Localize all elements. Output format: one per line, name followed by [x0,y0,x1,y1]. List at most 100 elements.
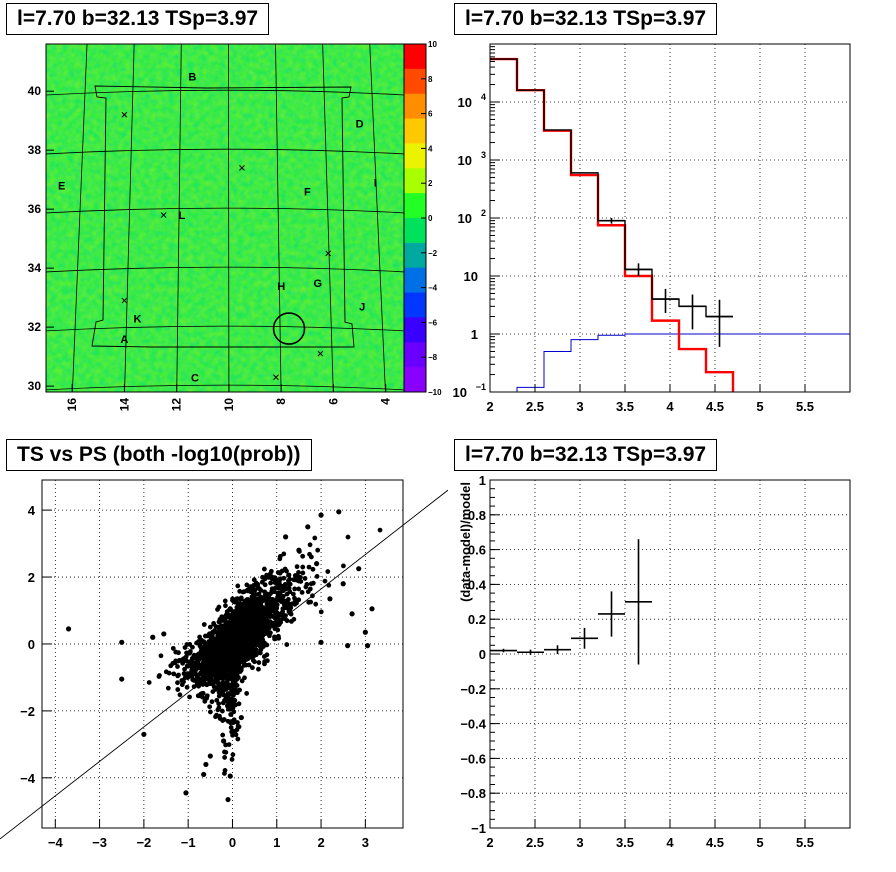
map-noise-yellow [46,44,404,392]
spectrum-pad: 2 2.5 3 3.5 4 4.5 5 5.5 10 −1 1 10 10 2 10 3 10 4 l=7.70 … [448,0,896,436]
x-tick-label: 5.5 [796,399,814,414]
spectrum-title: l=7.70 b=32.13 TSp=3.97 [454,3,718,35]
parallel-line [46,207,404,214]
scatter-title: TS vs PS (both -log10(prob)) [6,439,312,471]
y-tick-exponent: −1 [476,382,486,392]
x-tick-label: 10 [222,398,236,412]
colorbar-segment [404,143,426,169]
scatter-point [150,634,156,640]
source-marker [317,350,324,357]
meridian-line [322,44,334,392]
data-error-bar [652,288,679,314]
parallel-line [46,325,404,332]
source-marker [160,212,167,218]
residual-point [517,649,544,655]
y-tick-label: −0.4 [460,717,486,732]
y-tick-label: 0 [479,647,486,662]
y-tick-label: −4 [20,771,36,786]
colorbar-segment [404,218,426,244]
source-label-j: J [359,301,365,313]
scatter-point [364,643,371,649]
x-tick-label: 4 [379,398,393,405]
x-tick-label: 3.5 [616,399,634,414]
parallel-line [46,266,404,273]
source-marker [239,165,245,171]
source-label-l: L [179,210,186,222]
y-tick-label: 38 [28,143,42,157]
x-tick-label: 5.5 [796,835,814,850]
x-tick-label: 2.5 [526,835,544,850]
colorbar-segment [404,168,426,194]
meridian-line [275,44,282,392]
colorbar-segment [404,317,426,343]
x-tick-label: 4 [666,835,674,850]
y-tick-label: 10 [458,153,472,168]
target-circle [272,312,306,345]
skymap-pad: B D E F I L G H J K A C 16 14 12 10 8 6 4 30 32 34 36 38 40 10 8 6 4… [0,0,448,436]
colorbar-segment [404,93,426,120]
x-tick-label: 4 [666,399,674,414]
x-tick-label: 3 [362,835,369,850]
x-tick-label: 2 [486,399,493,414]
x-tick-label: −4 [48,835,64,850]
y-tick-exponent: 2 [481,208,486,218]
source-marker [325,250,332,257]
scatter-point [305,524,311,530]
colorbar-tick-label: 8 [428,75,433,84]
colorbar-tick-label: −10 [428,388,442,397]
source-marker [121,297,128,304]
y-tick-label: 40 [28,84,42,98]
x-tick-label: 6 [326,398,340,405]
scatter-point [327,596,333,602]
scatter-point [369,606,375,612]
scatter-point [356,566,362,572]
x-tick-label: 3 [576,835,583,850]
x-tick-label: 5 [756,399,763,414]
meridian-line [124,44,135,392]
scatter-point [345,643,351,649]
residual-title: l=7.70 b=32.13 TSp=3.97 [454,439,718,471]
scatter-point [221,738,227,744]
colorbar-tick-label: −2 [428,249,438,258]
y-tick-label: 34 [28,261,42,275]
scatter-point [314,561,320,567]
histogram-series-1 [490,58,733,318]
source-label-e: E [58,181,65,193]
scatter-point [340,581,346,587]
y-axis-label: (data-model)/model [458,482,473,602]
y-tick-label: −0.8 [460,786,486,801]
histogram-series-2 [516,333,850,392]
y-tick-label: 0.6 [468,543,486,558]
colorbar-tick-label: 2 [428,179,433,188]
y-tick-exponent: 4 [481,92,486,102]
x-tick-label: 4.5 [706,835,724,850]
scatter-point [283,534,289,540]
x-tick-label: 4.5 [706,399,724,414]
y-tick-label: 4 [28,503,36,518]
colorbar-segment [404,267,426,294]
colorbar-segment [404,242,426,269]
scatter-point [349,611,355,617]
parallel-line [46,148,404,155]
scatter-point [318,639,324,645]
source-label-b: B [188,71,196,83]
x-tick-label: −2 [136,835,151,850]
scatter-point [141,731,147,737]
plot-frame [41,479,404,829]
x-tick-label: 3.5 [616,835,634,850]
y-tick-label: 10 [453,385,467,400]
source-marker [273,374,279,381]
y-tick-label: 30 [28,379,42,393]
y-tick-label: 10 [464,269,478,284]
source-label-k: K [133,313,141,325]
x-tick-label: 16 [65,398,79,412]
parallel-line [46,89,404,96]
x-tick-label: 2.5 [526,399,544,414]
scatter-core-cloud [146,527,383,776]
residual-point [625,539,652,665]
skymap-title: l=7.70 b=32.13 TSp=3.97 [6,3,270,35]
x-tick-label: 14 [117,398,131,412]
colorbar-tick-label: −6 [428,318,438,327]
y-tick-label: 36 [28,202,42,216]
colorbar-segment [404,292,426,318]
